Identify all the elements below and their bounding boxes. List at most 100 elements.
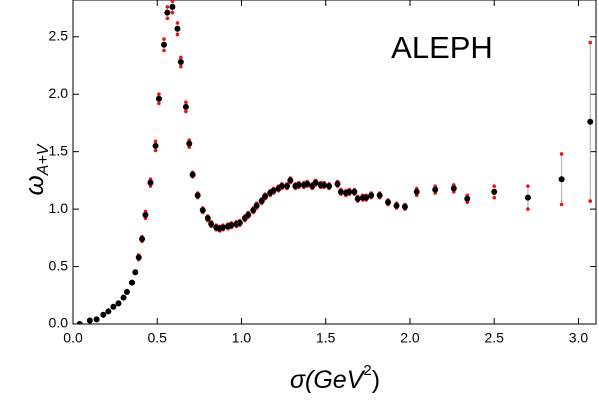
point [334, 180, 341, 187]
point [219, 224, 226, 231]
x-axis-label: σ(GeV2) [290, 362, 380, 394]
point [100, 311, 107, 318]
point [110, 303, 117, 310]
point [228, 222, 235, 229]
point [236, 219, 243, 226]
point [155, 95, 162, 102]
point [278, 183, 285, 190]
point [86, 317, 93, 324]
point [464, 195, 471, 202]
point [189, 171, 196, 178]
point [123, 288, 130, 295]
error-low [153, 148, 158, 153]
point [135, 254, 142, 261]
error-low [170, 10, 175, 15]
error-high [170, 0, 175, 3]
y-axis-label: ωA+V [19, 143, 52, 195]
point [93, 316, 100, 323]
point [413, 188, 420, 195]
x-tick-label: 1.0 [232, 330, 252, 346]
error-high [526, 184, 530, 188]
point [245, 211, 252, 218]
point [160, 41, 167, 48]
x-tick-label: 0.5 [148, 330, 168, 346]
point [115, 300, 122, 307]
error-high [588, 40, 593, 45]
point [351, 188, 358, 195]
point [253, 202, 260, 209]
y-tick-label: 0.0 [49, 315, 69, 331]
error-high [179, 55, 183, 60]
plot-frame [72, 0, 597, 325]
y-tick-label: 2.0 [49, 85, 69, 101]
x-tick-label: 3.0 [569, 330, 589, 346]
point [491, 188, 498, 195]
point [558, 176, 565, 183]
point [262, 193, 269, 200]
error-low [175, 32, 180, 37]
point [147, 179, 154, 186]
annotation: ALEPH [391, 30, 493, 65]
x-label-sup: 2 [363, 362, 371, 379]
error-low [559, 202, 564, 207]
point [174, 25, 181, 32]
plot-area [76, 0, 594, 324]
point [312, 179, 319, 186]
point [524, 194, 531, 201]
point [287, 177, 294, 184]
x-tick-label: 2.5 [484, 330, 504, 346]
error-low [165, 16, 170, 21]
error-low [179, 64, 183, 69]
error-low [588, 199, 593, 203]
error-high [492, 184, 497, 188]
x-label-text: σ(GeV [290, 366, 366, 394]
point [208, 221, 215, 228]
point [258, 198, 265, 205]
error-high [175, 21, 180, 25]
point [164, 9, 171, 16]
point [432, 186, 439, 193]
x-label-end: ) [372, 366, 380, 394]
point [321, 181, 328, 188]
error-low [526, 207, 530, 211]
error-high [165, 5, 170, 9]
error-high [157, 92, 161, 97]
point [401, 203, 408, 210]
point [250, 207, 257, 214]
point [139, 235, 146, 242]
point [368, 192, 375, 199]
point [204, 215, 211, 222]
point [128, 279, 135, 286]
point [337, 188, 344, 195]
error-high [162, 37, 166, 41]
y-label-sub: A+V [35, 143, 52, 176]
point [270, 187, 277, 194]
x-tick-label: 1.5 [316, 330, 336, 346]
point [450, 185, 457, 192]
point [152, 142, 159, 149]
point [76, 321, 83, 324]
point [105, 308, 112, 315]
error-high [184, 100, 188, 105]
point [199, 207, 206, 214]
error-low [492, 195, 497, 200]
y-tick-label: 0.5 [49, 257, 69, 273]
y-tick-label: 1.0 [49, 200, 69, 216]
error-low [162, 48, 166, 53]
y-tick-label: 2.5 [49, 27, 69, 43]
y-tick-label: 1.5 [49, 142, 69, 158]
x-tick-label: 0.0 [63, 330, 83, 346]
point [182, 103, 189, 110]
y-label-symbol: ω [19, 175, 49, 195]
point [587, 118, 594, 125]
error-low [184, 109, 188, 114]
point [376, 192, 383, 199]
point [283, 183, 290, 190]
point [346, 188, 353, 195]
point [295, 181, 302, 188]
x-tick-label: 2.0 [400, 330, 420, 346]
point [186, 140, 193, 147]
point [177, 59, 184, 66]
point [142, 211, 149, 218]
